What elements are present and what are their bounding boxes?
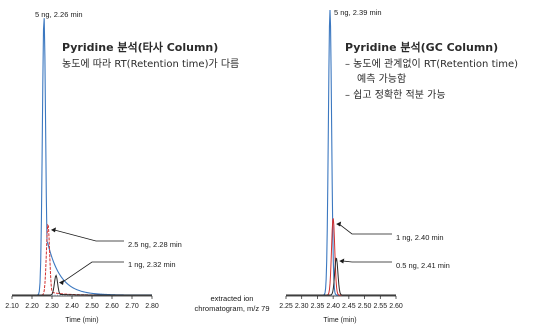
left-peak-arrow-2 bbox=[53, 229, 124, 242]
right-x-tick-label: 2.60 bbox=[389, 303, 403, 310]
right-peak-label-3: 0.5 ng, 2.41 min bbox=[396, 261, 450, 270]
right-peak-arrow-2 bbox=[338, 223, 392, 235]
caption-line-2: chromatogram, m/z 79 bbox=[194, 304, 269, 313]
right-peak-label-1: 5 ng, 2.39 min bbox=[334, 8, 382, 17]
left-panel-subtitle: 농도에 따라 RT(Retention time)가 다름 bbox=[62, 58, 239, 70]
right-panel-title: Pyridine 분석(GC Column) bbox=[345, 40, 498, 54]
left-x-tick-label: 2.10 bbox=[5, 303, 19, 310]
right-bullet-2: 예측 가능함 bbox=[357, 73, 406, 85]
right-peak-series-3 bbox=[286, 257, 396, 296]
left-x-tick-label: 2.70 bbox=[125, 303, 139, 310]
right-peak-arrow-3 bbox=[342, 260, 392, 263]
right-bullet-1: – 농도에 관계없이 RT(Retention time) bbox=[345, 57, 518, 70]
right-plot-area: 2.25 2.30 2.35 2.40 2.45 2.50 2.55 2.60 5 ng, 2.… bbox=[279, 8, 450, 310]
left-peak-series-3 bbox=[12, 274, 152, 296]
left-x-tick-label: 2.80 bbox=[145, 303, 159, 310]
right-x-tick-label: 2.40 bbox=[326, 303, 340, 310]
right-chromatogram-panel: Pyridine 분석(GC Column) – 농도에 관계없이 RT(Ret… bbox=[279, 8, 518, 324]
left-x-tick-label: 2.40 bbox=[65, 303, 79, 310]
left-peak-arrowhead-2 bbox=[51, 227, 56, 233]
right-x-axis-label: Time (min) bbox=[323, 317, 356, 324]
left-peak-label-2: 2.5 ng, 2.28 min bbox=[128, 240, 182, 249]
left-chromatogram-panel: Pyridine 분석(타사 Column) 농도에 따라 RT(Retenti… bbox=[5, 10, 239, 324]
left-plot-area: 2.10 2.20 2.30 2.40 2.50 2.60 2.70 2.80 5 ng, 2.… bbox=[5, 10, 182, 310]
left-x-axis-label: Time (min) bbox=[65, 317, 98, 324]
left-x-tick-label: 2.20 bbox=[25, 303, 39, 310]
left-peak-label-1: 5 ng, 2.26 min bbox=[35, 10, 83, 19]
left-x-tick-label: 2.30 bbox=[45, 303, 59, 310]
left-panel-title: Pyridine 분석(타사 Column) bbox=[62, 40, 218, 54]
left-peak-arrowhead-3 bbox=[59, 279, 64, 285]
left-x-tick-label: 2.50 bbox=[85, 303, 99, 310]
left-x-tick-label: 2.60 bbox=[105, 303, 119, 310]
right-x-tick-label: 2.25 bbox=[279, 303, 293, 310]
left-peak-label-3: 1 ng, 2.32 min bbox=[128, 260, 176, 269]
right-x-tick-label: 2.30 bbox=[295, 303, 309, 310]
right-x-tick-label: 2.45 bbox=[342, 303, 356, 310]
right-bullet-3: – 쉽고 정확한 적분 가능 bbox=[345, 89, 446, 101]
right-peak-arrowhead-2 bbox=[336, 221, 342, 227]
right-x-tick-label: 2.35 bbox=[311, 303, 325, 310]
right-peak-arrowhead-3 bbox=[339, 258, 345, 264]
right-peak-label-2: 1 ng, 2.40 min bbox=[396, 233, 444, 242]
caption-line-1: extracted ion bbox=[211, 294, 254, 303]
right-x-tick-label: 2.50 bbox=[358, 303, 372, 310]
right-x-tick-label: 2.55 bbox=[373, 303, 387, 310]
left-peak-arrow-3 bbox=[61, 261, 124, 283]
right-peak-series-2 bbox=[286, 218, 396, 296]
